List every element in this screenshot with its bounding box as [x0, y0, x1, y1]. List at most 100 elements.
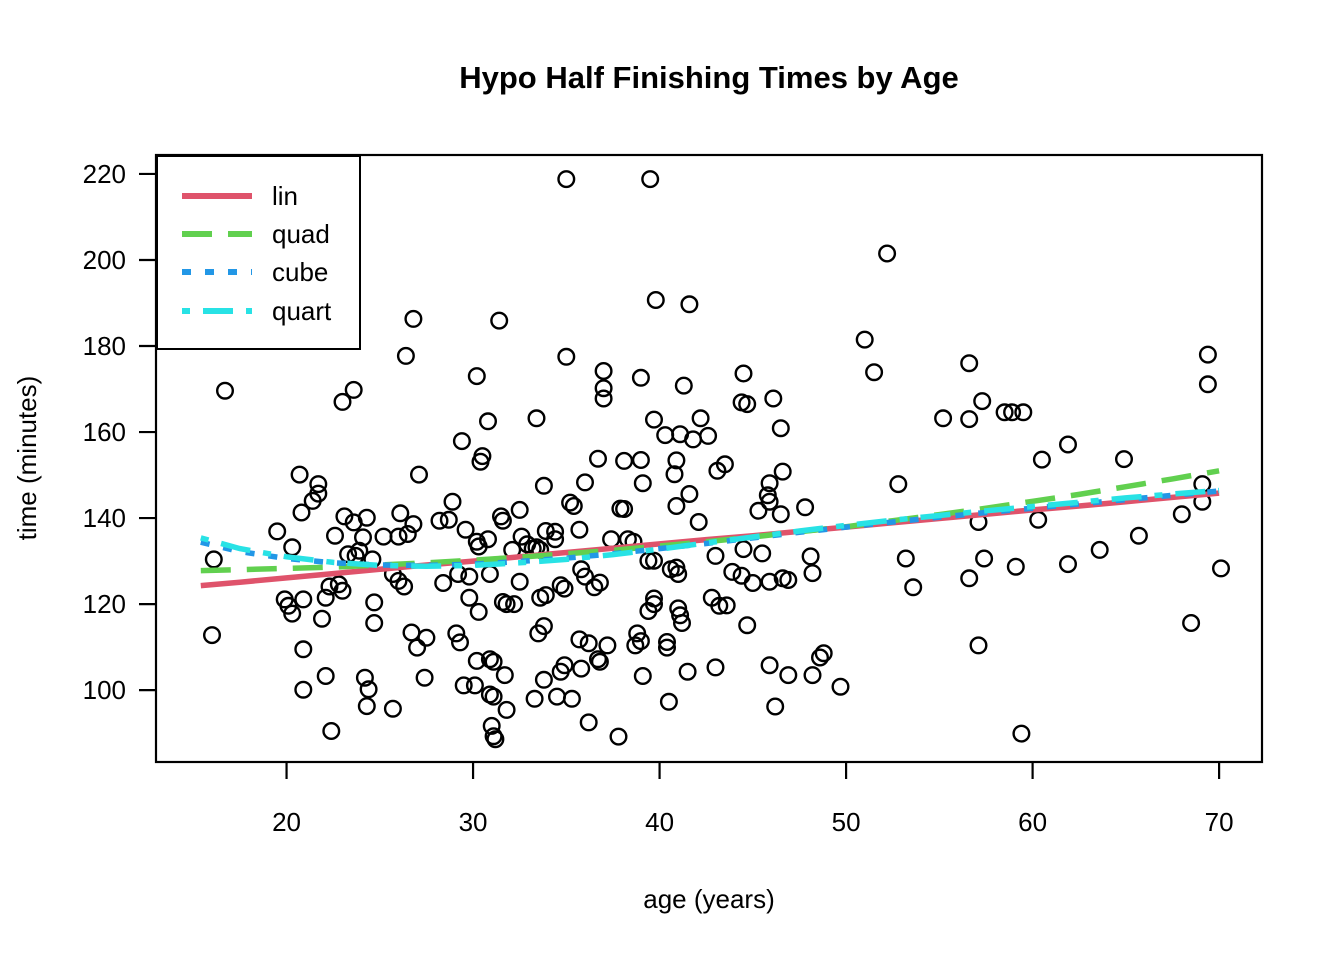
- scatter-point: [469, 537, 488, 556]
- scatter-point: [803, 666, 822, 685]
- scatter-point: [534, 670, 553, 689]
- scatter-point: [359, 680, 378, 699]
- scatter-point: [753, 544, 772, 563]
- scatter-point: [460, 567, 479, 586]
- scatter-point: [878, 244, 897, 263]
- scatter-point: [975, 549, 994, 568]
- scatter-point: [469, 602, 488, 621]
- scatter-point: [467, 651, 486, 670]
- scatter-point: [667, 451, 686, 470]
- scatter-point: [706, 658, 725, 677]
- scatter-point: [855, 330, 874, 349]
- scatter-point: [383, 699, 402, 718]
- scatter-point: [303, 491, 322, 510]
- scatter-point: [1012, 724, 1031, 743]
- scatter-point: [505, 595, 524, 614]
- scatter-point: [534, 476, 553, 495]
- scatter-point: [738, 395, 757, 414]
- scatter-point: [357, 508, 376, 527]
- scatter-point: [529, 624, 548, 643]
- scatter-point: [389, 527, 408, 546]
- scatter-point: [803, 564, 822, 583]
- scatter-point: [204, 550, 223, 569]
- scatter-point: [598, 636, 617, 655]
- scatter-point: [570, 630, 589, 649]
- scatter-point: [680, 485, 699, 504]
- scatter-point: [486, 730, 505, 749]
- scatter-point: [1182, 614, 1201, 633]
- x-tick-label: 20: [272, 807, 301, 837]
- scatter-point: [656, 426, 675, 445]
- scatter-point: [896, 549, 915, 568]
- scatter-point: [615, 500, 634, 519]
- scatter-point: [691, 409, 710, 428]
- scatter-point: [699, 426, 718, 445]
- scatter-point: [771, 505, 790, 524]
- scatter-point: [579, 713, 598, 732]
- scatter-point: [960, 410, 979, 429]
- scatter-point: [452, 432, 471, 451]
- scatter-point: [579, 634, 598, 653]
- scatter-point: [760, 572, 779, 591]
- scatter-point: [576, 473, 595, 492]
- scatter-point: [434, 574, 453, 593]
- scatter-point: [814, 644, 833, 663]
- scatter-point: [678, 662, 697, 681]
- scatter-point: [904, 578, 923, 597]
- scatter-point: [561, 493, 580, 512]
- x-tick-label: 30: [459, 807, 488, 837]
- scatter-point: [465, 676, 484, 695]
- scatter-point: [1058, 555, 1077, 574]
- scatter-point: [960, 569, 979, 588]
- scatter-point: [674, 376, 693, 395]
- scatter-point: [658, 633, 677, 652]
- scatter-point: [313, 609, 332, 628]
- scatter-point: [771, 419, 790, 438]
- scatter-point: [645, 551, 664, 570]
- scatter-point: [743, 574, 762, 593]
- scatter-point: [395, 577, 414, 596]
- legend: lin quad cube quart: [156, 155, 361, 350]
- scatter-point: [344, 380, 363, 399]
- scatter-point: [594, 389, 613, 408]
- scatter-point: [995, 403, 1014, 422]
- scatter-point: [669, 565, 688, 584]
- scatter-point: [1032, 450, 1051, 469]
- scatter-point: [796, 498, 815, 517]
- scatter-point: [764, 389, 783, 408]
- scatter-point: [572, 659, 591, 678]
- scatter-point: [374, 527, 393, 546]
- scatter-point: [646, 291, 665, 310]
- scatter-point: [357, 697, 376, 716]
- scatter-point: [551, 662, 570, 681]
- scatter-point: [443, 492, 462, 511]
- scatter-points: [202, 170, 1230, 749]
- scatter-point: [404, 309, 423, 328]
- legend-label-quad: quad: [272, 219, 330, 249]
- scatter-point: [1014, 403, 1033, 422]
- scatter-point: [801, 547, 820, 566]
- scatter-point: [408, 638, 427, 657]
- scatter-point: [1006, 557, 1025, 576]
- scatter-point: [615, 451, 634, 470]
- y-tick-label: 100: [83, 675, 126, 705]
- scatter-point: [215, 381, 234, 400]
- scatter-point: [706, 546, 725, 565]
- scatter-point: [404, 515, 423, 534]
- scatter-point: [1172, 505, 1191, 524]
- scatter-point: [471, 452, 490, 471]
- scatter-point: [760, 492, 779, 511]
- scatter-point: [365, 593, 384, 612]
- scatter-point: [430, 511, 449, 530]
- scatter-point: [576, 567, 595, 586]
- scatter-point: [525, 689, 544, 708]
- scatter-point: [1129, 526, 1148, 545]
- scatter-point: [673, 614, 692, 633]
- scatter-point: [831, 677, 850, 696]
- scatter-point: [594, 379, 613, 398]
- scatter-point: [811, 648, 830, 667]
- scatter-point: [391, 504, 410, 523]
- scatter-point: [283, 538, 302, 557]
- scatter-point: [708, 461, 727, 480]
